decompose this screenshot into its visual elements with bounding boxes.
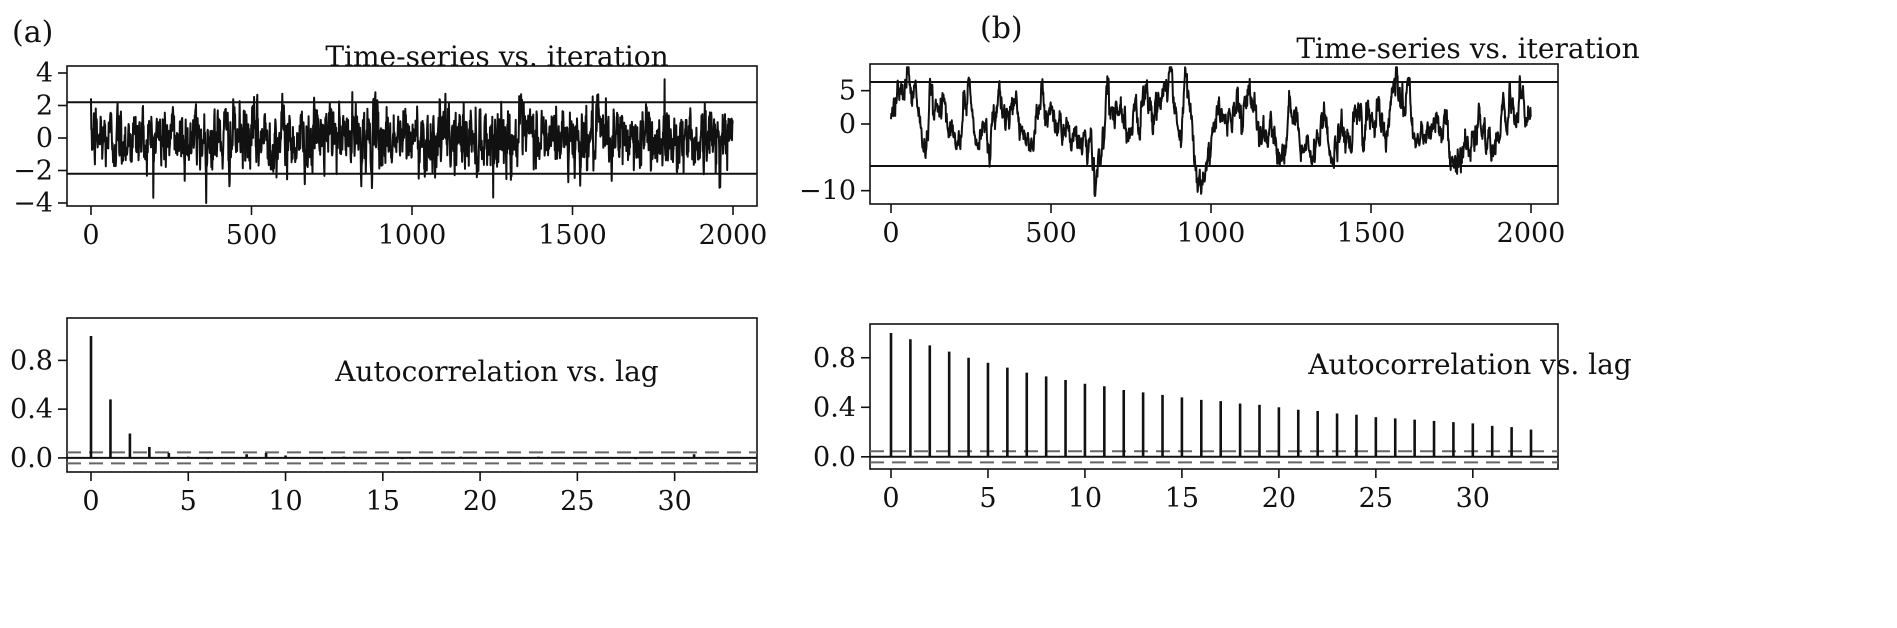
y-tick-label: 0.4 (813, 392, 856, 423)
x-tick-label: 0 (882, 483, 899, 514)
x-tick-label: 0 (82, 220, 99, 251)
y-tick-label: 4 (36, 58, 53, 89)
plot-frame (869, 323, 1559, 470)
panel-label-b: (b) (980, 11, 1023, 46)
x-tick-label: 1500 (1337, 218, 1406, 249)
x-tick-label: 5 (979, 483, 996, 514)
y-tick-label: 5 (839, 76, 856, 107)
x-tick-label: 2000 (1497, 218, 1566, 249)
series-line (90, 78, 734, 204)
y-tick-label: 0.0 (10, 443, 53, 474)
x-tick-label: 20 (463, 486, 497, 517)
y-tick-label: 0.0 (813, 442, 856, 473)
x-tick-label: 25 (1359, 483, 1393, 514)
series-line (890, 66, 1532, 197)
x-tick-label: 10 (268, 486, 302, 517)
y-tick-label: 0.8 (10, 345, 53, 376)
chart-b-ts-title: Time-series vs. iteration (1296, 32, 1639, 65)
y-tick-label: 2 (36, 91, 53, 122)
plot-frame (66, 317, 758, 473)
y-tick-label: −4 (13, 188, 53, 219)
y-tick-label: −10 (799, 176, 856, 207)
x-tick-label: 1000 (1177, 218, 1246, 249)
chart-a-ts-title: Time-series vs. iteration (325, 40, 668, 73)
y-tick-label: 0.8 (813, 343, 856, 374)
panel-label-a: (a) (12, 15, 53, 50)
x-tick-label: 15 (366, 486, 400, 517)
x-tick-label: 0 (82, 486, 99, 517)
x-tick-label: 2000 (699, 220, 768, 251)
x-tick-label: 0 (882, 218, 899, 249)
y-tick-label: 0 (839, 109, 856, 140)
x-tick-label: 500 (1025, 218, 1077, 249)
x-tick-label: 25 (560, 486, 594, 517)
plot-frame (869, 63, 1559, 205)
x-tick-label: 500 (226, 220, 278, 251)
chart-a-acf-title: Autocorrelation vs. lag (334, 355, 659, 388)
y-tick-label: 0 (36, 123, 53, 154)
x-tick-label: 20 (1262, 483, 1296, 514)
chart-a-autocorrelation: 0 5 10 15 20 25 30 0.0 0.4 0.8 (10, 317, 758, 517)
x-tick-label: 15 (1165, 483, 1199, 514)
x-tick-label: 1500 (538, 220, 607, 251)
x-tick-label: 5 (180, 486, 197, 517)
x-tick-label: 30 (657, 486, 691, 517)
chart-b-autocorrelation: 0 5 10 15 20 25 30 0.0 0.4 0.8 (813, 323, 1559, 514)
y-tick-label: 0.4 (10, 394, 53, 425)
y-tick-label: −2 (13, 156, 53, 187)
x-tick-label: 10 (1068, 483, 1102, 514)
x-tick-label: 1000 (378, 220, 447, 251)
x-tick-label: 30 (1456, 483, 1490, 514)
chart-b-acf-title: Autocorrelation vs. lag (1307, 348, 1632, 381)
